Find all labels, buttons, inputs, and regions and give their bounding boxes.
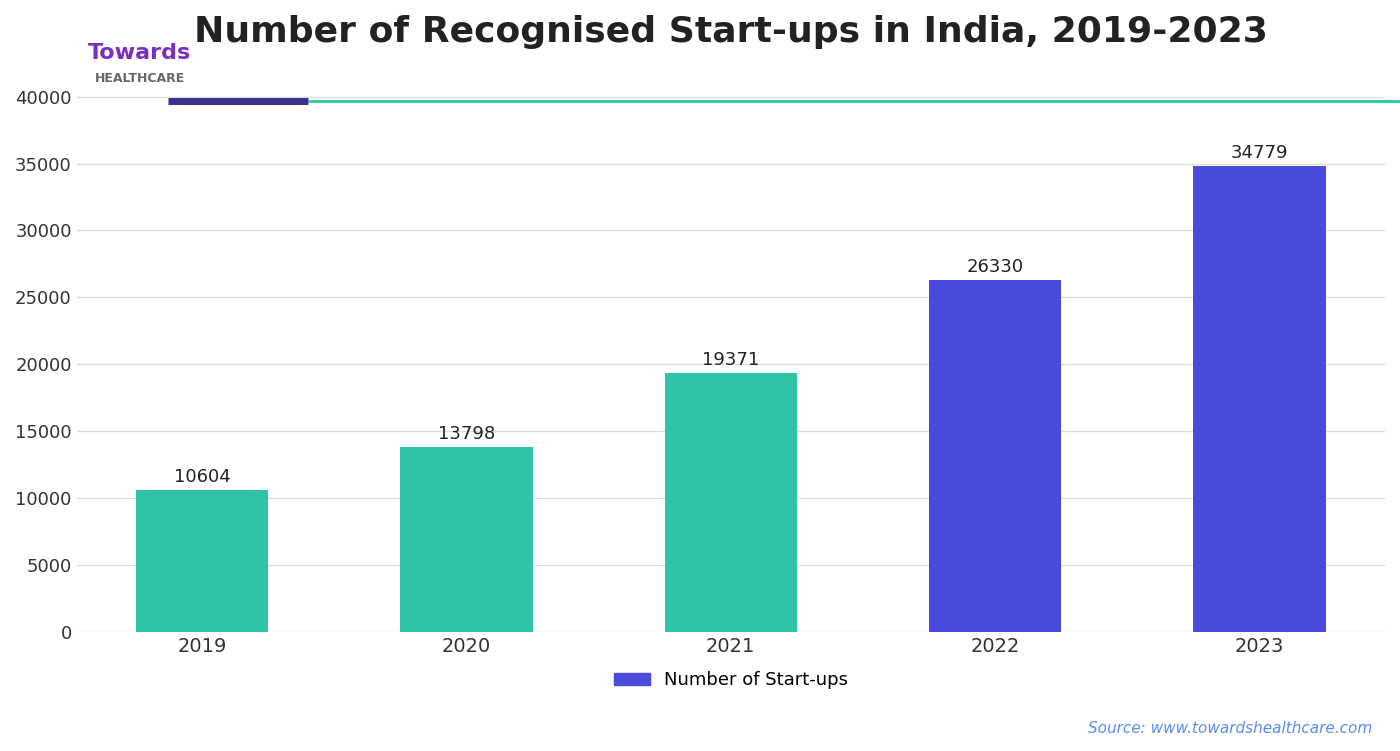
Bar	[930, 279, 1061, 632]
Text: 10604: 10604	[174, 469, 231, 486]
Bar	[400, 448, 532, 632]
Title: Number of Recognised Start-ups in India, 2019-2023: Number of Recognised Start-ups in India,…	[193, 15, 1268, 49]
Text: Towards: Towards	[88, 43, 192, 62]
Text: 26330: 26330	[966, 258, 1023, 276]
Text: 19371: 19371	[703, 351, 759, 369]
Text: 13798: 13798	[438, 426, 496, 444]
Bar	[136, 490, 269, 632]
Legend: Number of Start-ups: Number of Start-ups	[606, 664, 855, 696]
Text: 34779: 34779	[1231, 144, 1288, 162]
Bar	[665, 372, 797, 632]
Text: Source: www.towardshealthcare.com: Source: www.towardshealthcare.com	[1088, 721, 1372, 736]
Bar	[1193, 167, 1326, 632]
Text: HEALTHCARE: HEALTHCARE	[95, 72, 185, 86]
